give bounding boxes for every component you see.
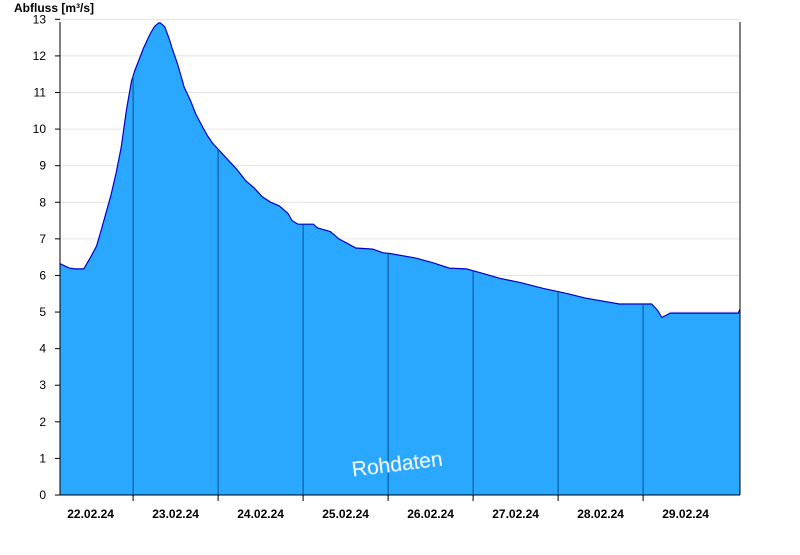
x-tick-label: 23.02.24 — [152, 507, 199, 521]
x-tick-label: 25.02.24 — [322, 507, 369, 521]
y-tick-label: 2 — [39, 415, 46, 429]
x-tick-label: 29.02.24 — [662, 507, 709, 521]
series-area — [60, 23, 740, 495]
y-tick-label: 12 — [33, 49, 47, 63]
x-tick-label: 22.02.24 — [67, 507, 114, 521]
y-tick-label: 0 — [39, 488, 46, 502]
y-axis-label: Abfluss [m³/s] — [14, 1, 95, 15]
y-tick-label: 1 — [39, 451, 46, 465]
y-tick-label: 10 — [33, 122, 47, 136]
x-tick-label: 28.02.24 — [577, 507, 624, 521]
y-tick-label: 5 — [39, 305, 46, 319]
x-tick-label: 27.02.24 — [492, 507, 539, 521]
y-tick-label: 9 — [39, 159, 46, 173]
y-tick-label: 8 — [39, 195, 46, 209]
y-tick-label: 4 — [39, 342, 46, 356]
series-line — [59, 22, 741, 319]
x-tick-label: 26.02.24 — [407, 507, 454, 521]
y-tick-label: 6 — [39, 268, 46, 282]
x-tick-label: 24.02.24 — [237, 507, 284, 521]
y-tick-label: 7 — [39, 232, 46, 246]
y-tick-label: 3 — [39, 378, 46, 392]
y-tick-label: 13 — [33, 12, 47, 26]
y-tick-label: 11 — [34, 86, 47, 100]
